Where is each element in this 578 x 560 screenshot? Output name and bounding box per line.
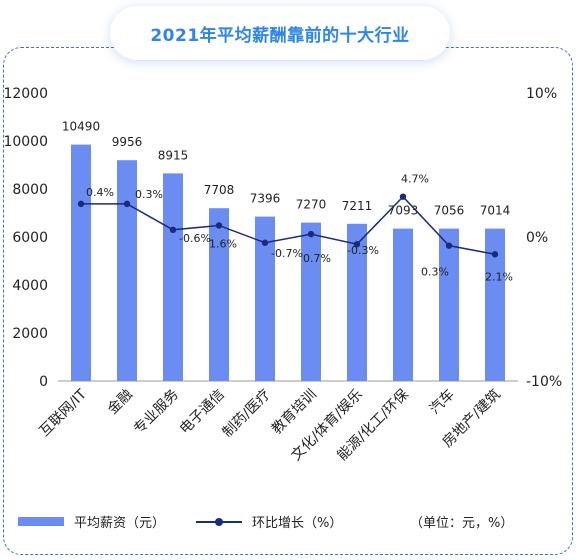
x-category-label: 制药/医疗 — [220, 387, 274, 441]
chart-title: 2021年平均薪酬靠前的十大行业 — [150, 25, 410, 46]
bar-value-label: 7014 — [480, 204, 511, 218]
y-left-tick-label: 0 — [39, 374, 48, 390]
bar — [439, 228, 459, 381]
bar-value-label: 7056 — [434, 204, 465, 218]
bar — [163, 173, 183, 381]
y-left-tick-label: 4000 — [12, 278, 48, 294]
growth-value-label: 2.1% — [485, 270, 513, 283]
x-category-label: 金融 — [105, 387, 136, 418]
growth-point — [307, 230, 315, 238]
growth-value-label: 0.3% — [421, 266, 449, 279]
bar-value-label: 7093 — [388, 204, 419, 218]
legend-bar-label: 平均薪资（元） — [74, 516, 166, 531]
growth-point — [353, 241, 361, 248]
y-left-tick-label: 6000 — [12, 230, 48, 246]
legend-bar-item: 平均薪资（元） — [18, 512, 165, 531]
bar — [209, 208, 229, 381]
y-right-tick-label: -10% — [526, 374, 562, 390]
growth-value-label: 4.7% — [401, 173, 429, 186]
bar-value-label: 9956 — [112, 135, 143, 149]
bar — [255, 216, 275, 381]
growth-line — [81, 195, 496, 256]
legend-unit: （单位：元，%） — [410, 512, 513, 531]
growth-value-label: 0.4% — [86, 186, 114, 199]
bar — [71, 144, 91, 381]
growth-point — [77, 200, 85, 208]
y-left-tick-label: 8000 — [12, 182, 48, 198]
growth-value-label: -0.6% — [179, 232, 211, 245]
bar — [393, 228, 413, 381]
x-category-label: 汽车 — [426, 386, 458, 418]
bar-value-label: 7708 — [204, 183, 235, 197]
growth-value-label: -0.3% — [347, 244, 379, 257]
legend-bar-swatch — [18, 517, 64, 526]
x-category-label: 专业服务 — [131, 387, 182, 438]
legend-line-label: 环比增长（%） — [252, 516, 343, 531]
bar-value-label: 7211 — [342, 199, 373, 213]
growth-value-label: 0.7% — [303, 252, 331, 265]
bar — [347, 223, 367, 381]
y-left-tick-label: 2000 — [12, 326, 48, 342]
growth-point — [123, 200, 131, 208]
growth-point — [261, 239, 269, 246]
bar — [301, 222, 321, 381]
growth-point — [169, 226, 177, 233]
growth-point — [399, 193, 407, 200]
unit-note: （单位：元，%） — [410, 516, 514, 531]
y-left-tick-label: 10000 — [3, 134, 48, 150]
y-right-tick-label: 0% — [526, 230, 548, 246]
bar-value-label: 7396 — [250, 192, 281, 206]
growth-value-label: 1.6% — [209, 237, 237, 250]
bar-value-label: 10490 — [62, 120, 100, 134]
x-category-label: 互联网/IT — [37, 386, 91, 440]
legend-line-swatch — [196, 517, 242, 527]
bar-value-label: 7270 — [296, 198, 327, 212]
title-pill: 2021年平均薪酬靠前的十大行业 — [110, 6, 450, 60]
growth-point — [445, 242, 453, 249]
bar-value-label: 8915 — [158, 148, 189, 162]
growth-point — [215, 222, 223, 229]
y-right-tick-label: 10% — [526, 86, 557, 102]
growth-value-label: -0.7% — [271, 247, 303, 260]
y-left-tick-label: 12000 — [3, 86, 48, 102]
bar — [117, 160, 137, 381]
growth-point — [491, 251, 499, 258]
legend-line-item: 环比增长（%） — [196, 512, 342, 531]
bar — [485, 228, 505, 381]
growth-value-label: 0.3% — [135, 188, 163, 201]
